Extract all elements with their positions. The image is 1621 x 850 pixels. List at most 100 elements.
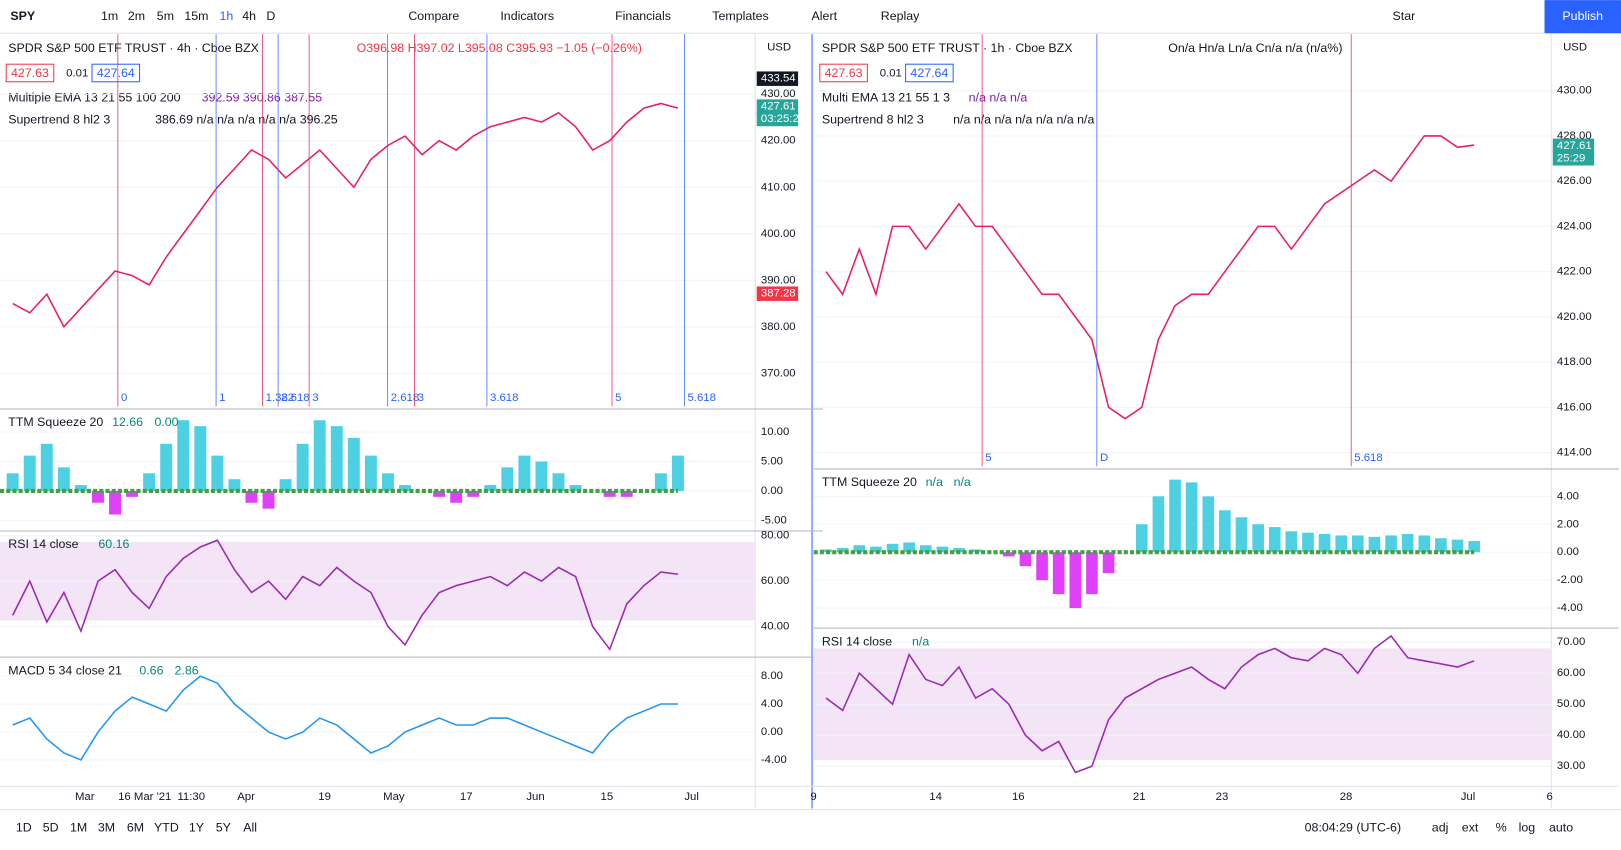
indicator-label: TTM Squeeze 20 [8,415,103,429]
time-label: 15 [601,791,614,803]
histogram-bar [853,545,866,553]
time-label: 19 [318,791,331,803]
scale-option[interactable]: ext [1462,820,1479,834]
range-button[interactable]: 3M [98,820,115,834]
toolbar-button[interactable]: Replay [881,9,920,23]
interval[interactable]: 15m [184,9,208,23]
range-button[interactable]: 1D [16,820,32,834]
time-label: 23 [1216,791,1229,803]
price-tag: 427.61 [761,101,796,113]
series-line [825,634,1475,774]
histogram-bar [313,420,326,491]
histogram-bar [364,455,377,491]
spread: 0.01 [880,68,902,80]
range-button[interactable]: 1Y [189,820,204,834]
histogram-bar [903,542,915,553]
histogram-bar [1385,535,1397,553]
toolbar-button[interactable]: Compare [408,9,459,23]
indicator-value: n/a [954,475,971,489]
histogram-bar [1086,552,1098,595]
histogram-bar [228,479,241,491]
histogram-bar [450,490,463,503]
histogram-bar [620,490,633,497]
symbol[interactable]: SPY [10,9,36,23]
y-tick-label: 5.00 [761,455,783,467]
histogram-bar [919,545,932,553]
range-button[interactable]: 1M [70,820,87,834]
histogram-bar [399,485,411,491]
bid: 427.63 [825,66,863,80]
toolbar-button[interactable]: Templates [712,9,768,23]
range-button[interactable]: 6M [127,820,144,834]
y-tick-label: 430.00 [1557,85,1592,97]
interval[interactable]: 5m [157,9,174,23]
series-line [12,539,679,651]
histogram-bar [160,443,173,491]
supertrend-values: n/a n/a n/a n/a n/a n/a n/a [953,112,1094,126]
interval[interactable]: 2m [128,9,145,23]
pane-title: SPDR S&P 500 ETF TRUST · 1h · Cboe BZX [822,41,1073,55]
ema-values: 392.59 390.86 387.55 [202,91,323,105]
histogram-bar [347,437,360,491]
histogram-bar [23,455,36,491]
toolbar-button[interactable]: Indicators [500,9,554,23]
histogram-bar [501,467,514,491]
publish-bg[interactable] [1544,0,1621,34]
toolbar-button[interactable]: Alert [812,9,838,23]
range-button[interactable]: 5Y [216,820,231,834]
histogram-bar [886,543,899,553]
histogram-bar [654,473,667,491]
price-tag-bg [1552,151,1595,166]
indicator-value: n/a [912,634,929,648]
time-label: 16 Mar '21 [118,791,171,803]
y-tick-label: 410.00 [761,181,796,193]
currency[interactable]: USD [1563,42,1587,54]
histogram-bar [330,426,343,491]
histogram-bar [1335,535,1348,553]
time-label: 17 [460,791,473,803]
y-tick-label: -4.00 [1557,602,1583,614]
y-tick-label: 4.00 [1557,490,1579,502]
interval[interactable]: 1h [220,9,234,23]
scale-option[interactable]: adj [1432,820,1449,834]
y-tick-label: 422.00 [1557,266,1592,278]
time-label: 28 [1340,791,1353,803]
scale-option[interactable]: auto [1549,820,1573,834]
fib-label: 1.382 [266,392,294,404]
interval[interactable]: D [266,9,275,23]
histogram-bar [1401,534,1414,553]
histogram-bar [1036,552,1048,581]
y-tick-label: -5.00 [761,514,787,526]
scale-option[interactable]: % [1496,820,1507,834]
histogram-bar [6,473,19,491]
y-tick-label: 4.00 [761,698,783,710]
series-line [825,135,1475,420]
histogram-bar [552,473,565,491]
interval[interactable]: 4h [242,9,256,23]
histogram-bar [484,485,497,491]
histogram-bar [1235,517,1248,553]
histogram-bar [1052,552,1065,595]
histogram-bar [1435,538,1447,553]
range-button[interactable]: 5D [43,820,59,834]
histogram-bar [535,461,548,491]
scale-option[interactable]: log [1519,820,1536,834]
star[interactable]: Star [1393,9,1416,23]
fib-label: 5 [985,452,991,464]
range-button[interactable]: YTD [154,820,179,834]
y-tick-label: 420.00 [761,135,796,147]
y-tick-label: 400.00 [761,228,796,240]
histogram-bar [1102,552,1115,574]
interval[interactable]: 1m [101,9,118,23]
toolbar-button[interactable]: Financials [615,9,671,23]
ohlc: On/a Hn/a Ln/a Cn/a n/a (n/a%) [1168,41,1342,55]
bid: 427.63 [11,66,49,80]
fib-label: 3 [418,392,424,404]
y-tick-label: 60.00 [1557,667,1585,679]
fib-label: D [1100,452,1108,464]
range-button[interactable]: All [243,820,257,834]
y-tick-label: 2.00 [1557,518,1579,530]
publish[interactable]: Publish [1562,9,1603,23]
currency[interactable]: USD [767,42,791,54]
